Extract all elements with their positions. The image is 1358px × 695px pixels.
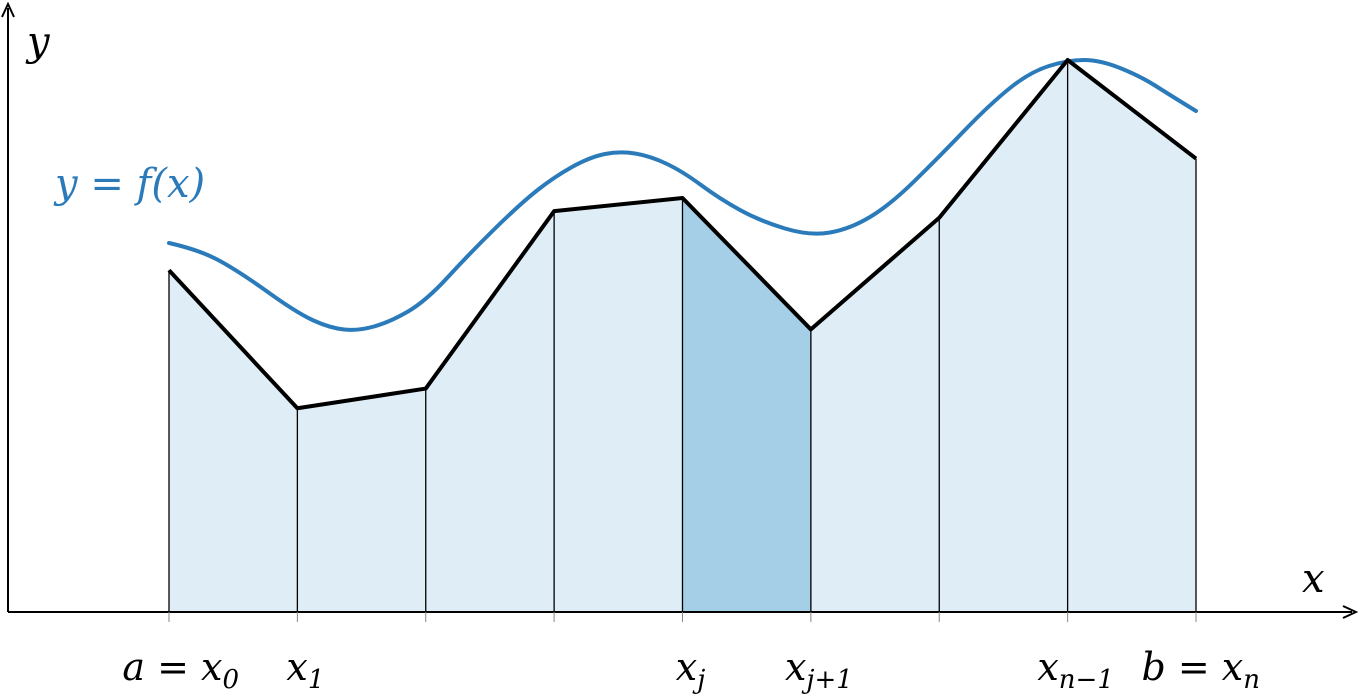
x-tick-label-subscript: n−1 bbox=[1059, 665, 1114, 695]
y-axis-arrowhead bbox=[1, 1, 15, 18]
axes bbox=[7, 8, 1352, 613]
trapezoid bbox=[297, 388, 426, 612]
x-tick-label: a = x0 bbox=[122, 645, 239, 695]
x-tick-label: xj bbox=[676, 645, 706, 695]
x-axis-ticks bbox=[168, 612, 1197, 622]
x-tick-label-main: x bbox=[1037, 645, 1058, 689]
y-axis-label: y bbox=[25, 19, 51, 65]
x-tick-label: b = xn bbox=[1141, 645, 1260, 695]
x-tick-label-main: x bbox=[785, 645, 806, 689]
x-tick-label: xn−1 bbox=[1037, 645, 1114, 695]
trapezoid bbox=[425, 211, 555, 612]
function-curve bbox=[167, 57, 1198, 332]
x-tick-label-subscript: 0 bbox=[222, 665, 239, 695]
x-tick-label-main: b = x bbox=[1141, 645, 1243, 689]
function-label: y = f(x) bbox=[53, 161, 205, 207]
trapezoid bbox=[939, 60, 1068, 612]
trapezoid bbox=[810, 217, 940, 612]
trapezoid bbox=[554, 198, 683, 612]
x-tick-label-subscript: j+1 bbox=[801, 665, 852, 695]
highlighted-trapezoid bbox=[682, 198, 811, 612]
x-tick-label-subscript: n bbox=[1243, 665, 1260, 695]
trapezoid-chords bbox=[167, 58, 1198, 411]
x-tick-label-subscript: 1 bbox=[308, 665, 325, 695]
x-tick-labels: a = x0 x1 xj xj+1 xn−1 b = xn bbox=[122, 645, 1260, 695]
x-axis-arrowhead bbox=[1342, 605, 1358, 619]
x-tick-label-main: x bbox=[286, 645, 307, 689]
trapezoid bbox=[1067, 60, 1196, 612]
x-tick-label: x1 bbox=[286, 645, 324, 695]
x-tick-label-main: x bbox=[676, 645, 697, 689]
trapezoid-panels bbox=[168, 60, 1197, 612]
x-tick-label-main: a = x bbox=[122, 645, 222, 689]
x-axis-label: x bbox=[1302, 556, 1325, 602]
x-tick-label: xj+1 bbox=[785, 645, 853, 695]
trapezoid bbox=[169, 270, 298, 612]
